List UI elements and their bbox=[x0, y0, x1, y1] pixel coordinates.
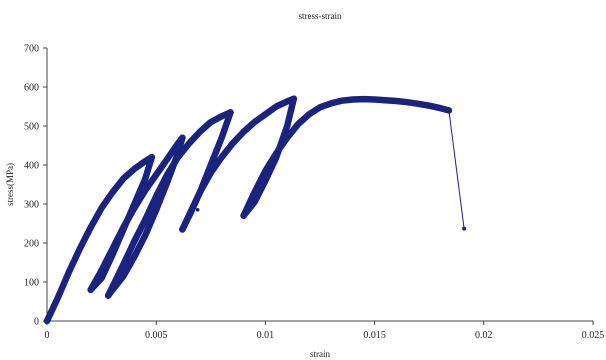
chart-title: stress-strain bbox=[299, 11, 342, 21]
x-axis-ticks: 0 0.005 0.01 0.015 0.02 0.025 bbox=[45, 321, 605, 341]
y-axis-ticks: 0 100 200 300 400 500 600 700 bbox=[24, 44, 47, 328]
y-tick-label: 600 bbox=[24, 83, 39, 94]
x-tick-label: 0.01 bbox=[257, 330, 275, 341]
data-series-band bbox=[104, 109, 234, 299]
data-series-band bbox=[43, 153, 156, 325]
x-tick-label: 0.005 bbox=[145, 330, 168, 341]
x-axis-title: strain bbox=[310, 349, 330, 359]
y-tick-label: 500 bbox=[24, 122, 39, 133]
x-tick-label: 0 bbox=[45, 330, 50, 341]
data-point bbox=[462, 226, 467, 231]
y-tick-label: 100 bbox=[24, 278, 39, 289]
x-tick-label: 0.02 bbox=[475, 330, 493, 341]
data-series-band bbox=[240, 95, 298, 219]
data-series-band bbox=[179, 95, 298, 233]
y-tick-label: 700 bbox=[24, 44, 39, 55]
plot-area bbox=[43, 95, 467, 325]
fracture-line bbox=[448, 109, 465, 230]
y-tick-label: 200 bbox=[24, 239, 39, 250]
x-tick-label: 0.025 bbox=[582, 330, 605, 341]
y-tick-label: 300 bbox=[24, 200, 39, 211]
data-series-band bbox=[240, 95, 453, 219]
y-tick-label: 0 bbox=[34, 317, 39, 328]
y-axis-title: stress(MPa) bbox=[5, 163, 15, 206]
y-tick-label: 400 bbox=[24, 161, 39, 172]
data-series-band bbox=[87, 134, 186, 294]
data-point bbox=[195, 208, 200, 212]
x-tick-label: 0.015 bbox=[363, 330, 386, 341]
